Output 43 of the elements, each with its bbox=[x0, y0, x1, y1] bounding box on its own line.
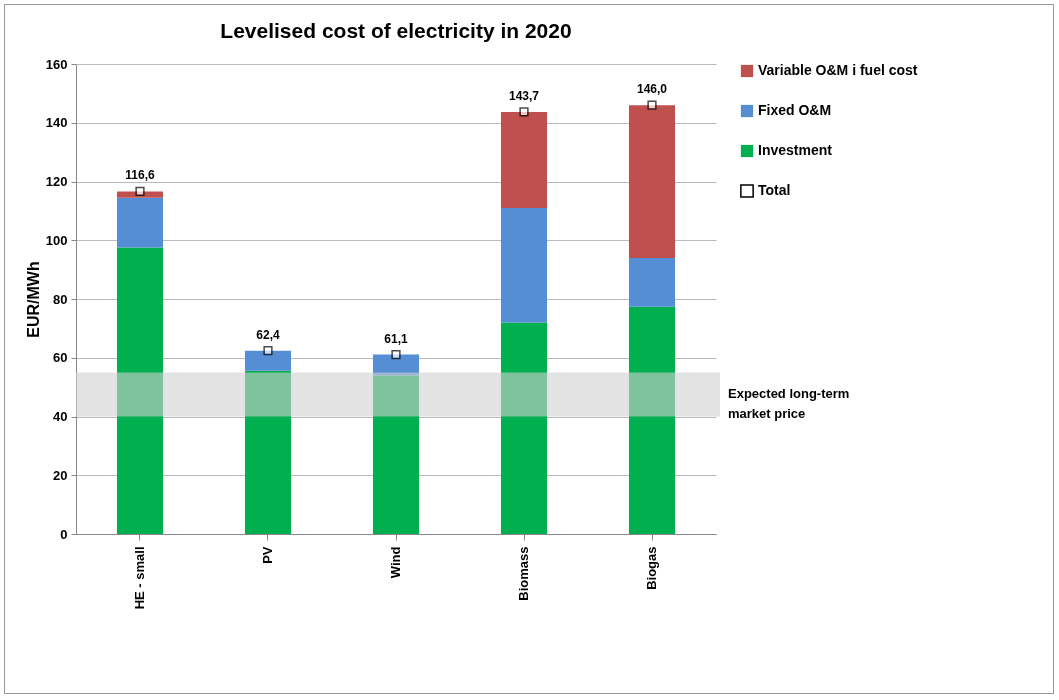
y-tick-label: 40 bbox=[53, 409, 68, 424]
point bbox=[135, 186, 145, 197]
chart-title: Levelised cost of electricity in 2020 bbox=[220, 19, 572, 42]
x-tick-label: HE - small bbox=[132, 546, 147, 610]
bar bbox=[116, 247, 164, 534]
x-tick-label: Biogas bbox=[644, 546, 659, 590]
point bbox=[519, 107, 529, 117]
data-label: 62,4 bbox=[256, 327, 280, 342]
y-tick-label: 160 bbox=[45, 56, 68, 72]
x-tick-label: Biomass bbox=[516, 546, 531, 601]
bar bbox=[628, 257, 676, 307]
y-tick-label: 80 bbox=[53, 291, 68, 307]
y-tick-label: 0 bbox=[60, 526, 68, 542]
band-label: Expected long-term market price bbox=[728, 386, 850, 422]
y-tick-label: 120 bbox=[45, 174, 68, 189]
data-label: 146,0 bbox=[636, 82, 668, 97]
legend-label: Variable O&M i fuel cost bbox=[758, 62, 918, 78]
bar bbox=[500, 111, 548, 208]
y-tick-label: 140 bbox=[45, 115, 68, 131]
x-tick-label: PV bbox=[260, 546, 275, 564]
point bbox=[391, 349, 401, 360]
bar bbox=[500, 322, 548, 534]
y-tick-label: 60 bbox=[53, 350, 68, 366]
bar bbox=[372, 354, 420, 376]
y-tick-label: 20 bbox=[53, 467, 68, 483]
bar bbox=[628, 306, 676, 534]
legend-label: Fixed O&M bbox=[758, 102, 832, 118]
legend-label: Investment bbox=[758, 142, 833, 158]
bar bbox=[500, 207, 548, 323]
bar bbox=[372, 375, 420, 534]
point bbox=[263, 346, 273, 356]
data-label: 143,7 bbox=[508, 88, 540, 103]
bar bbox=[244, 370, 292, 534]
x-tick-label: Wind bbox=[388, 546, 403, 579]
bar bbox=[116, 197, 164, 248]
point bbox=[647, 100, 657, 110]
legend-label: Total bbox=[758, 182, 791, 198]
y-axis-title: EUR/MWh bbox=[24, 261, 42, 338]
bar bbox=[628, 105, 676, 258]
bar bbox=[244, 350, 292, 371]
y-tick-label: 100 bbox=[45, 232, 68, 248]
data-label: 116,6 bbox=[125, 168, 156, 183]
data-label: 61,1 bbox=[384, 331, 408, 346]
